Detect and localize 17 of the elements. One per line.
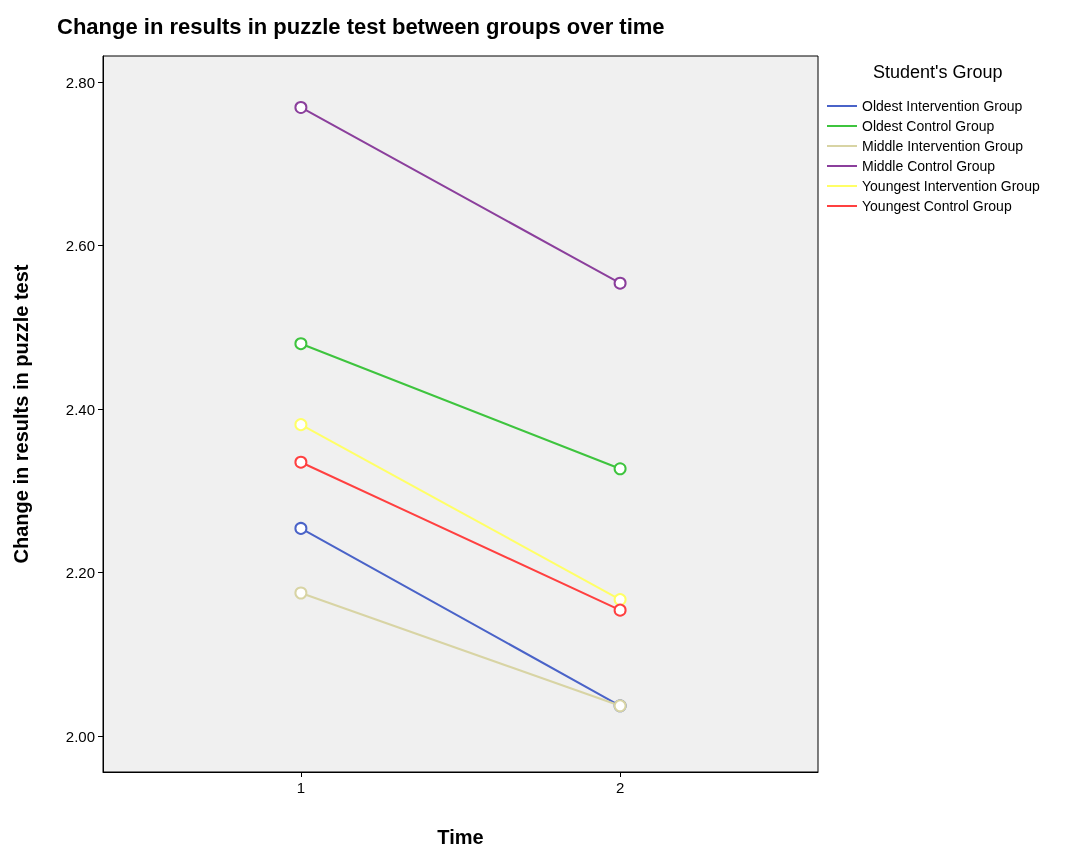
- y-tick-label: 2.60: [65, 237, 95, 255]
- y-tick-label: 2.40: [65, 400, 95, 418]
- legend-label: Youngest Intervention Group: [862, 178, 1040, 194]
- x-axis-title: Time: [437, 826, 484, 848]
- x-tick-label: 1: [296, 779, 306, 796]
- x-tick-label: 2: [615, 779, 625, 796]
- legend-label: Oldest Intervention Group: [862, 98, 1023, 114]
- y-tick-label: 2.80: [65, 73, 95, 91]
- chart-title: Change in results in puzzle test between groups over time: [57, 13, 665, 39]
- y-tick-label: 2.00: [65, 727, 95, 745]
- legend-label: Oldest Control Group: [862, 118, 995, 134]
- y-axis-title: Change in results in puzzle test: [10, 264, 32, 564]
- legend-label: Middle Intervention Group: [862, 138, 1024, 154]
- legend-label: Youngest Control Group: [862, 198, 1012, 214]
- y-tick-label: 2.20: [65, 564, 95, 582]
- legend-title: Student's Group: [873, 62, 1003, 82]
- legend-label: Middle Control Group: [862, 158, 996, 174]
